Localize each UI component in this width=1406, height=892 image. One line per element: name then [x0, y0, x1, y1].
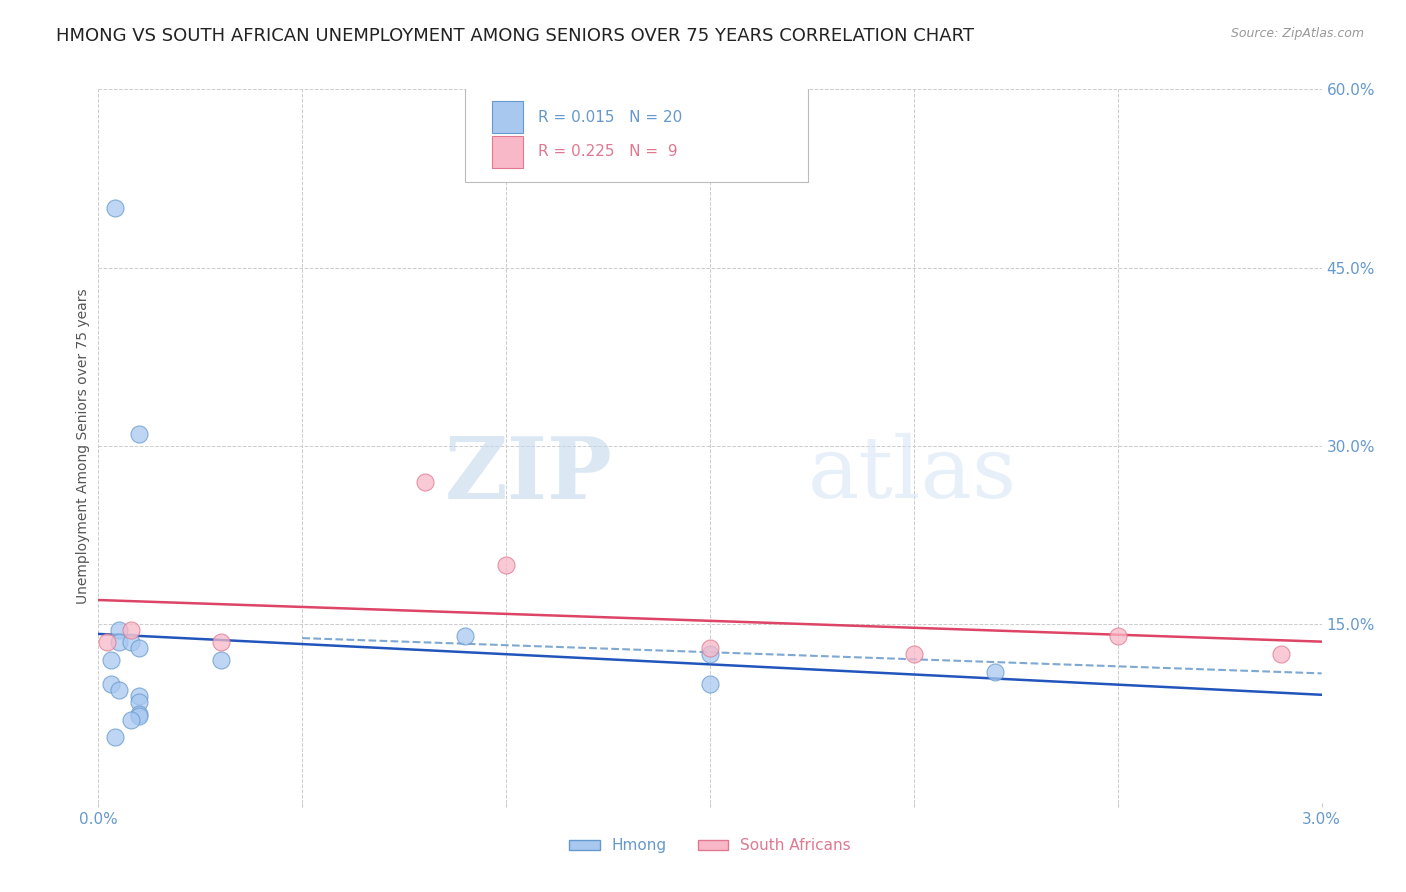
FancyBboxPatch shape	[492, 102, 523, 134]
Point	[984, 665, 1007, 679]
Point	[209, 635, 232, 649]
Point	[903, 647, 925, 661]
Text: ZIP: ZIP	[444, 433, 612, 516]
Point	[128, 706, 150, 721]
Point	[128, 689, 150, 703]
Point	[104, 201, 127, 215]
Text: R = 0.015   N = 20: R = 0.015 N = 20	[537, 110, 682, 125]
Point	[96, 635, 118, 649]
Point	[209, 653, 232, 667]
Point	[699, 647, 721, 661]
Point	[128, 695, 150, 709]
Point	[100, 677, 122, 691]
Y-axis label: Unemployment Among Seniors over 75 years: Unemployment Among Seniors over 75 years	[76, 288, 90, 604]
Point	[108, 682, 131, 697]
Point	[128, 641, 150, 656]
Point	[454, 629, 477, 643]
Point	[104, 731, 127, 745]
Point	[100, 653, 122, 667]
Point	[128, 427, 150, 442]
FancyBboxPatch shape	[465, 82, 808, 182]
Point	[413, 475, 436, 489]
Point	[120, 635, 142, 649]
Text: Source: ZipAtlas.com: Source: ZipAtlas.com	[1230, 27, 1364, 40]
Point	[699, 641, 721, 656]
Point	[120, 624, 142, 638]
Point	[495, 558, 517, 572]
Text: atlas: atlas	[808, 433, 1017, 516]
Point	[699, 677, 721, 691]
Point	[120, 713, 142, 727]
FancyBboxPatch shape	[492, 136, 523, 168]
Point	[108, 624, 131, 638]
Point	[128, 709, 150, 723]
Text: HMONG VS SOUTH AFRICAN UNEMPLOYMENT AMONG SENIORS OVER 75 YEARS CORRELATION CHAR: HMONG VS SOUTH AFRICAN UNEMPLOYMENT AMON…	[56, 27, 974, 45]
Legend: Hmong, South Africans: Hmong, South Africans	[562, 832, 858, 859]
Point	[108, 635, 131, 649]
Point	[1107, 629, 1129, 643]
Point	[1270, 647, 1292, 661]
Text: R = 0.225   N =  9: R = 0.225 N = 9	[537, 145, 678, 159]
